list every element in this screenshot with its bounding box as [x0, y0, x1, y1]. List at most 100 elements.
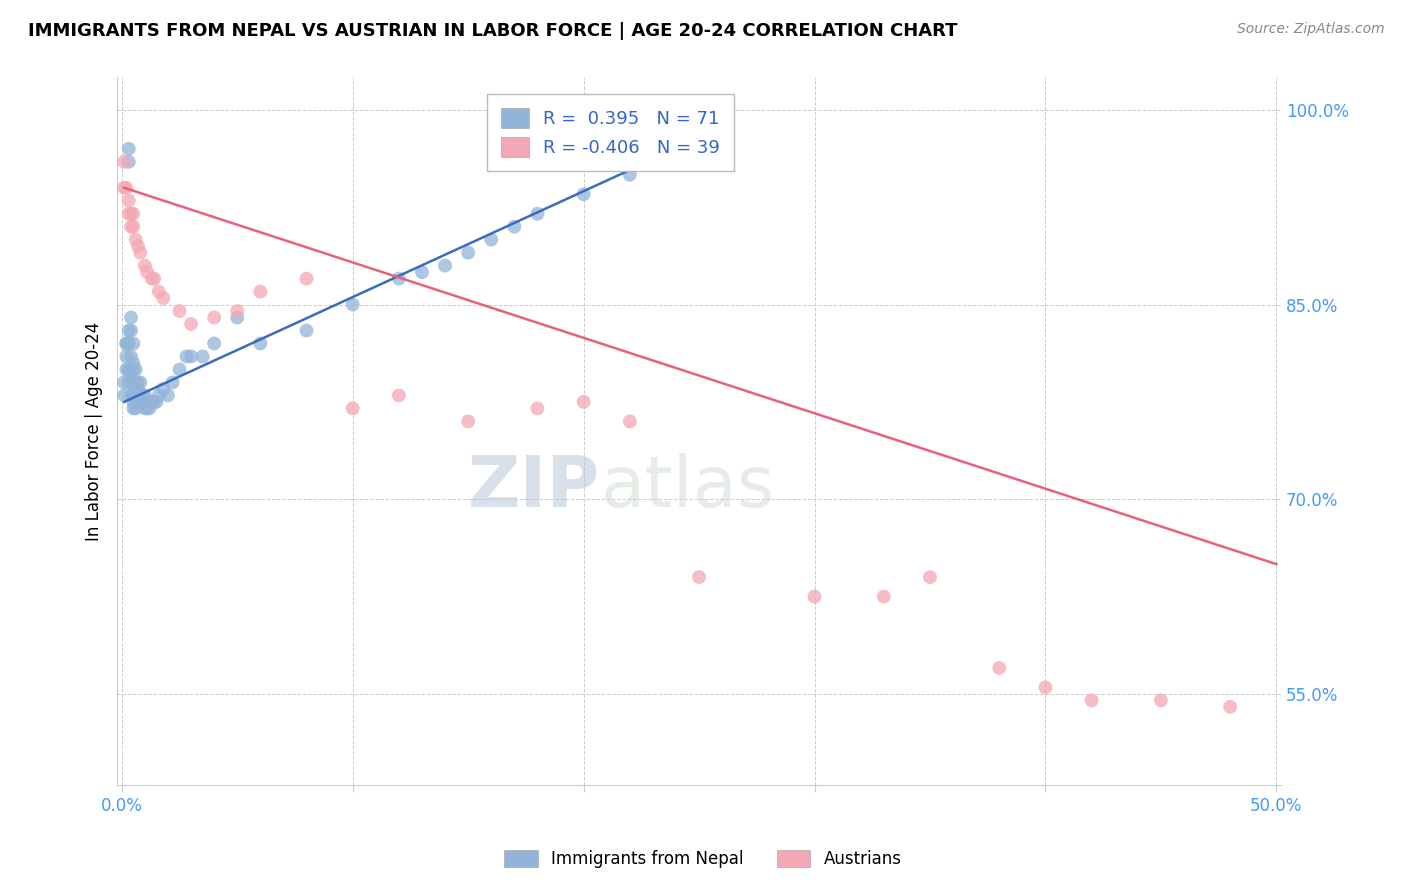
Point	[118, 154, 141, 169]
Y-axis label: In Labor Force | Age 20-24: In Labor Force | Age 20-24	[86, 321, 103, 541]
Text: ZIP: ZIP	[468, 453, 600, 522]
Point	[526, 207, 548, 221]
Point	[180, 317, 202, 331]
Point	[122, 219, 145, 234]
Point	[572, 187, 595, 202]
Point	[152, 382, 174, 396]
Point	[249, 336, 271, 351]
Point	[124, 388, 146, 402]
Point	[129, 388, 152, 402]
Point	[122, 395, 145, 409]
Point	[118, 376, 141, 390]
Point	[169, 304, 191, 318]
Point	[124, 395, 146, 409]
Point	[120, 362, 142, 376]
Point	[145, 395, 167, 409]
Point	[122, 207, 145, 221]
Point	[131, 395, 153, 409]
Point	[162, 376, 184, 390]
Point	[134, 259, 156, 273]
Point	[873, 590, 896, 604]
Point	[112, 180, 135, 194]
Point	[342, 297, 364, 311]
Point	[180, 350, 202, 364]
Point	[115, 180, 138, 194]
Point	[129, 245, 152, 260]
Point	[118, 207, 141, 221]
Point	[115, 350, 138, 364]
Point	[120, 310, 142, 325]
Point	[388, 388, 411, 402]
Point	[120, 388, 142, 402]
Point	[295, 324, 318, 338]
Point	[152, 291, 174, 305]
Point	[115, 336, 138, 351]
Point	[1080, 693, 1102, 707]
Point	[118, 324, 141, 338]
Point	[112, 388, 135, 402]
Point	[131, 388, 153, 402]
Point	[202, 336, 225, 351]
Point	[457, 245, 479, 260]
Legend: R =  0.395   N = 71, R = -0.406   N = 39: R = 0.395 N = 71, R = -0.406 N = 39	[486, 94, 734, 171]
Point	[115, 336, 138, 351]
Point	[120, 350, 142, 364]
Point	[457, 414, 479, 428]
Point	[249, 285, 271, 299]
Point	[124, 362, 146, 376]
Point	[118, 142, 141, 156]
Point	[411, 265, 433, 279]
Point	[134, 388, 156, 402]
Point	[342, 401, 364, 416]
Point	[148, 388, 170, 402]
Text: IMMIGRANTS FROM NEPAL VS AUSTRIAN IN LABOR FORCE | AGE 20-24 CORRELATION CHART: IMMIGRANTS FROM NEPAL VS AUSTRIAN IN LAB…	[28, 22, 957, 40]
Point	[112, 376, 135, 390]
Point	[115, 362, 138, 376]
Point	[169, 362, 191, 376]
Point	[191, 350, 214, 364]
Point	[295, 271, 318, 285]
Point	[129, 395, 152, 409]
Point	[526, 401, 548, 416]
Point	[118, 362, 141, 376]
Point	[202, 310, 225, 325]
Point	[1035, 681, 1057, 695]
Point	[1219, 699, 1241, 714]
Point	[122, 388, 145, 402]
Point	[619, 168, 641, 182]
Point	[127, 395, 149, 409]
Point	[124, 401, 146, 416]
Point	[129, 376, 152, 390]
Point	[156, 388, 179, 402]
Point	[120, 376, 142, 390]
Point	[118, 362, 141, 376]
Point	[226, 310, 249, 325]
Point	[120, 219, 142, 234]
Point	[124, 233, 146, 247]
Point	[122, 388, 145, 402]
Point	[572, 395, 595, 409]
Text: Source: ZipAtlas.com: Source: ZipAtlas.com	[1237, 22, 1385, 37]
Point	[503, 219, 526, 234]
Point	[127, 239, 149, 253]
Point	[127, 382, 149, 396]
Point	[479, 233, 502, 247]
Point	[134, 401, 156, 416]
Point	[803, 590, 825, 604]
Point	[118, 336, 141, 351]
Point	[148, 285, 170, 299]
Point	[122, 376, 145, 390]
Point	[122, 401, 145, 416]
Legend: Immigrants from Nepal, Austrians: Immigrants from Nepal, Austrians	[498, 843, 908, 875]
Point	[124, 376, 146, 390]
Point	[138, 401, 160, 416]
Point	[141, 395, 163, 409]
Point	[120, 324, 142, 338]
Point	[619, 414, 641, 428]
Point	[1150, 693, 1173, 707]
Point	[141, 271, 163, 285]
Point	[122, 356, 145, 370]
Point	[122, 336, 145, 351]
Point	[127, 376, 149, 390]
Point	[688, 570, 710, 584]
